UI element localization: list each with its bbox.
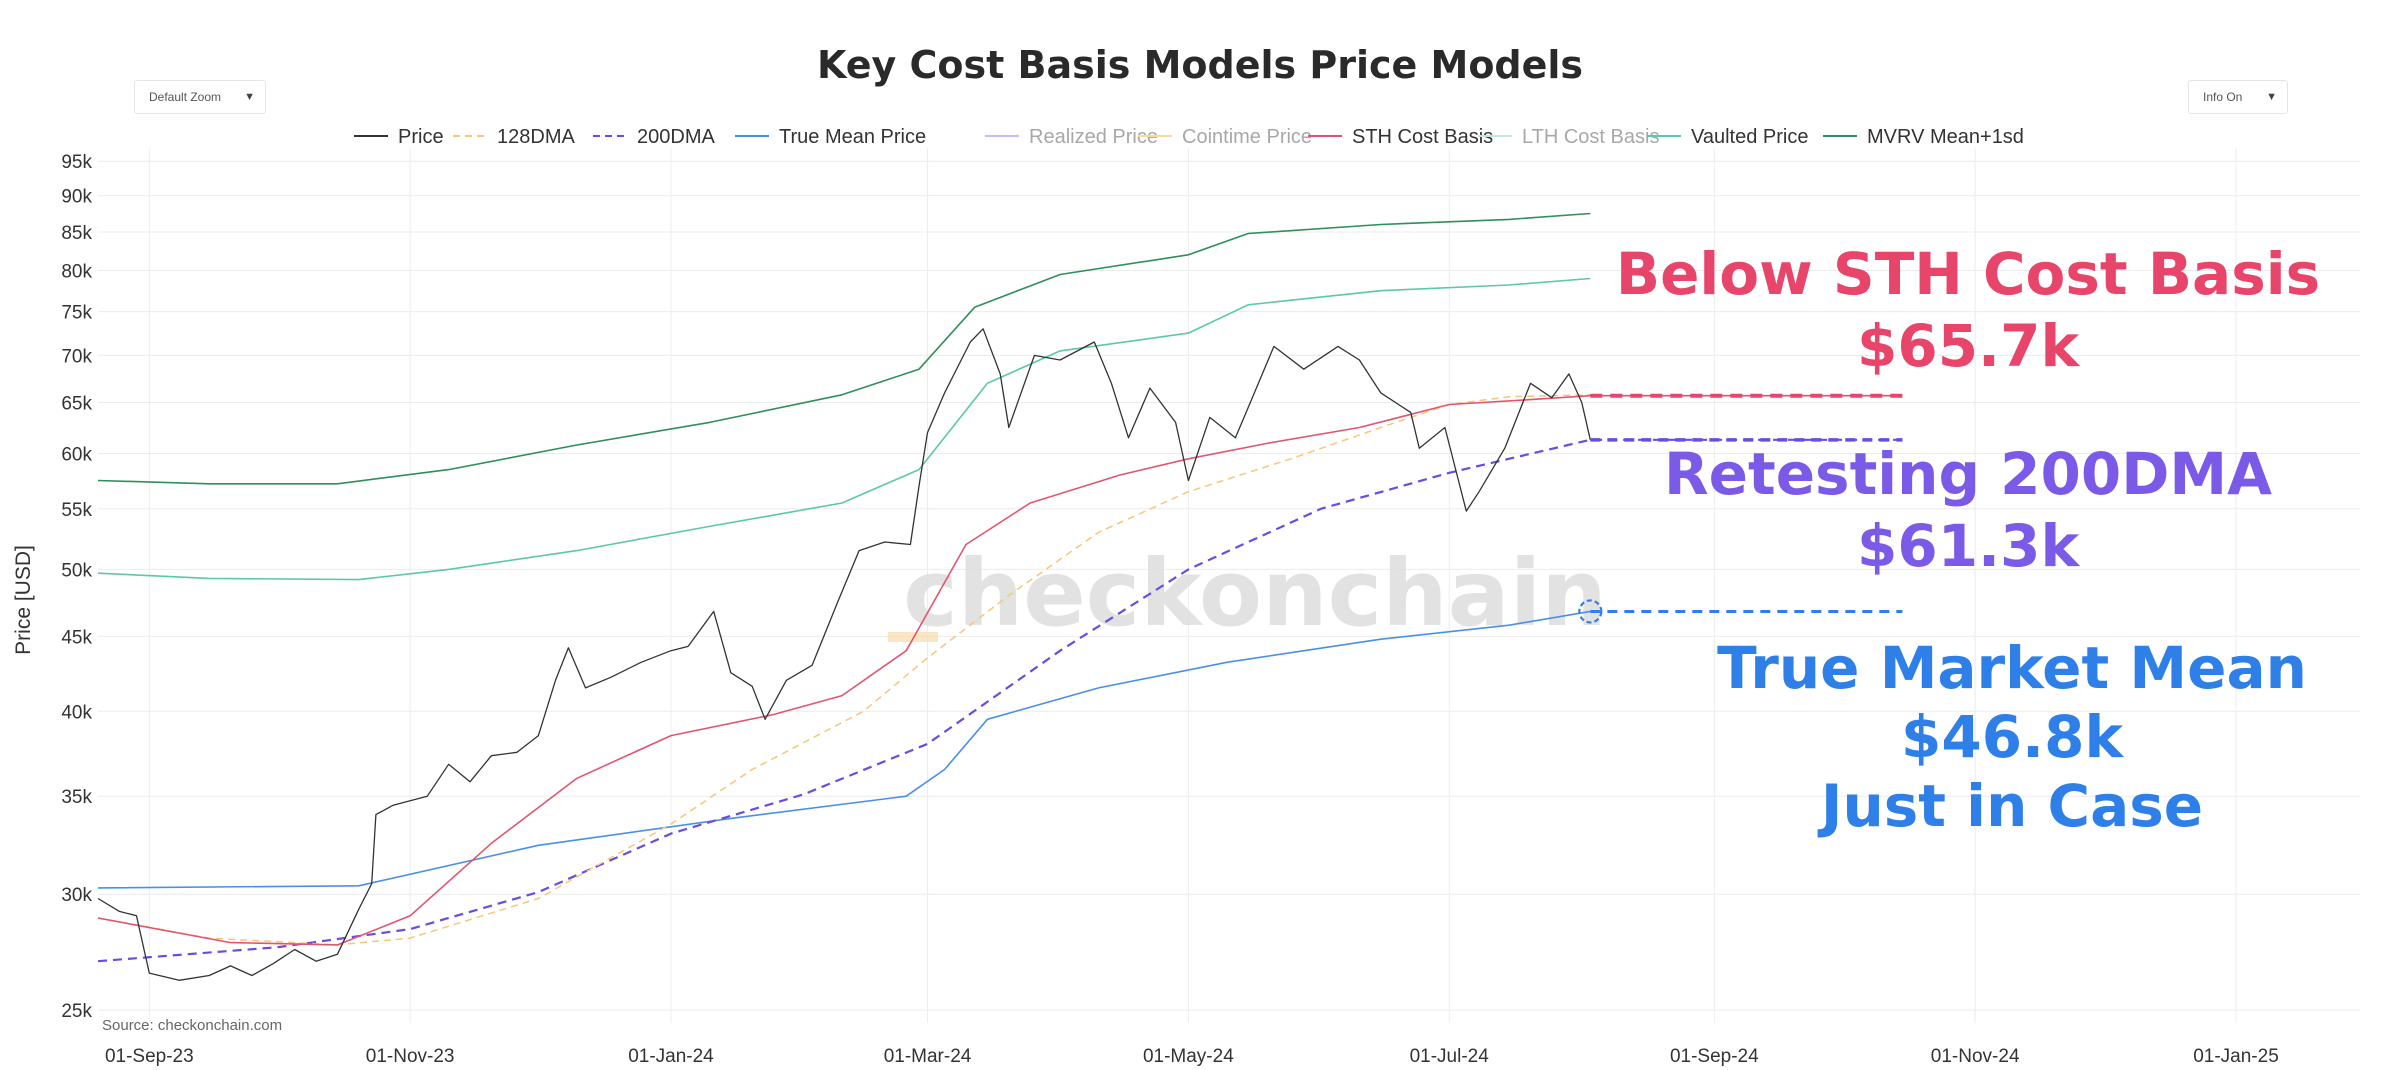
legend-item: 200DMA (637, 126, 715, 148)
source-label: Source: checkonchain.com (102, 1017, 282, 1034)
y-tick-label: 25k (61, 1001, 92, 1022)
x-tick-label: 01-Sep-24 (1670, 1046, 1759, 1067)
legend-item: 128DMA (497, 126, 575, 148)
legend-item: LTH Cost Basis (1522, 126, 1659, 148)
legend-item: Cointime Price (1182, 126, 1312, 148)
annotation-text: Below STH Cost Basis (1616, 240, 2320, 308)
zoom-dropdown[interactable]: Default Zoom ▼ (134, 80, 266, 114)
y-axis: 25k 30k 35k 40k 45k 50k 55k 60k 65k 70k 75k 80k 85k 9… (61, 152, 92, 1022)
annotation-text: $61.3k (1857, 512, 2080, 580)
legend-item: STH Cost Basis (1352, 126, 1493, 148)
y-tick-label: 55k (61, 500, 92, 521)
series-line-mvrv-mean-1sd (97, 212, 1591, 485)
x-tick-label: 01-Jan-25 (2193, 1046, 2279, 1067)
y-tick-label: 45k (61, 627, 92, 648)
y-tick-label: 95k (61, 152, 92, 173)
annotation-text: Just in Case (1817, 772, 2203, 840)
legend-item: Realized Price (1029, 126, 1158, 148)
watermark-text: checkonchain (903, 540, 1607, 647)
series-line-128dma (97, 394, 1591, 946)
x-tick-label: 01-Jul-24 (1410, 1046, 1490, 1067)
y-tick-label: 60k (61, 444, 92, 465)
y-tick-label: 85k (61, 223, 92, 244)
y-axis-label: Price [USD] (12, 545, 35, 655)
y-tick-label: 80k (61, 262, 92, 283)
y-tick-label: 40k (61, 702, 92, 723)
x-tick-label: 01-Sep-23 (105, 1046, 194, 1067)
series-layer (97, 212, 1903, 981)
legend-item: Price (398, 126, 444, 148)
x-axis: 01-Sep-23 01-Nov-23 01-Jan-24 01-Mar-24 01-M… (105, 1046, 2279, 1067)
y-tick-label: 75k (61, 303, 92, 324)
chart-title: Key Cost Basis Models Price Models (817, 43, 1583, 87)
info-dropdown[interactable]: Info On ▼ (2188, 80, 2288, 114)
legend: Price 128DMA 200DMA True Mean Price Realized… (354, 126, 2024, 148)
annotation-text: $46.8k (1901, 703, 2124, 771)
legend-item: True Mean Price (779, 126, 926, 148)
y-tick-label: 90k (61, 187, 92, 208)
y-tick-label: 35k (61, 787, 92, 808)
y-tick-label: 70k (61, 346, 92, 367)
legend-item: Vaulted Price (1691, 126, 1808, 148)
series-line-vaulted-price (97, 277, 1591, 581)
annotation-text: True Market Mean (1717, 634, 2307, 702)
chevron-down-icon: ▼ (244, 91, 255, 103)
chevron-down-icon: ▼ (2266, 91, 2277, 103)
series-line-200dma (97, 438, 1903, 963)
series-line-true-mean-price (97, 610, 1591, 889)
y-tick-label: 30k (61, 885, 92, 906)
y-tick-label: 50k (61, 560, 92, 581)
watermark: checkonchain (888, 540, 1607, 647)
x-tick-label: 01-May-24 (1143, 1046, 1234, 1067)
y-tick-label: 65k (61, 394, 92, 415)
legend-item: MVRV Mean+1sd (1867, 126, 2024, 148)
annotation-text: Retesting 200DMA (1664, 440, 2272, 508)
x-tick-label: 01-Jan-24 (628, 1046, 714, 1067)
annotations: Below STH Cost Basis$65.7k Retesting 200D… (1616, 240, 2320, 840)
zoom-dropdown-label: Default Zoom (149, 90, 222, 104)
grid (98, 148, 2360, 1023)
series-line-sth-cost-basis (97, 394, 1903, 946)
x-tick-label: 01-Nov-24 (1931, 1046, 2020, 1067)
series-line-price (97, 328, 1591, 981)
true-mean-marker (1578, 599, 1603, 624)
x-tick-label: 01-Mar-24 (884, 1046, 972, 1067)
info-dropdown-label: Info On (2203, 90, 2243, 104)
annotation-text: $65.7k (1857, 312, 2080, 380)
x-tick-label: 01-Nov-23 (366, 1046, 455, 1067)
